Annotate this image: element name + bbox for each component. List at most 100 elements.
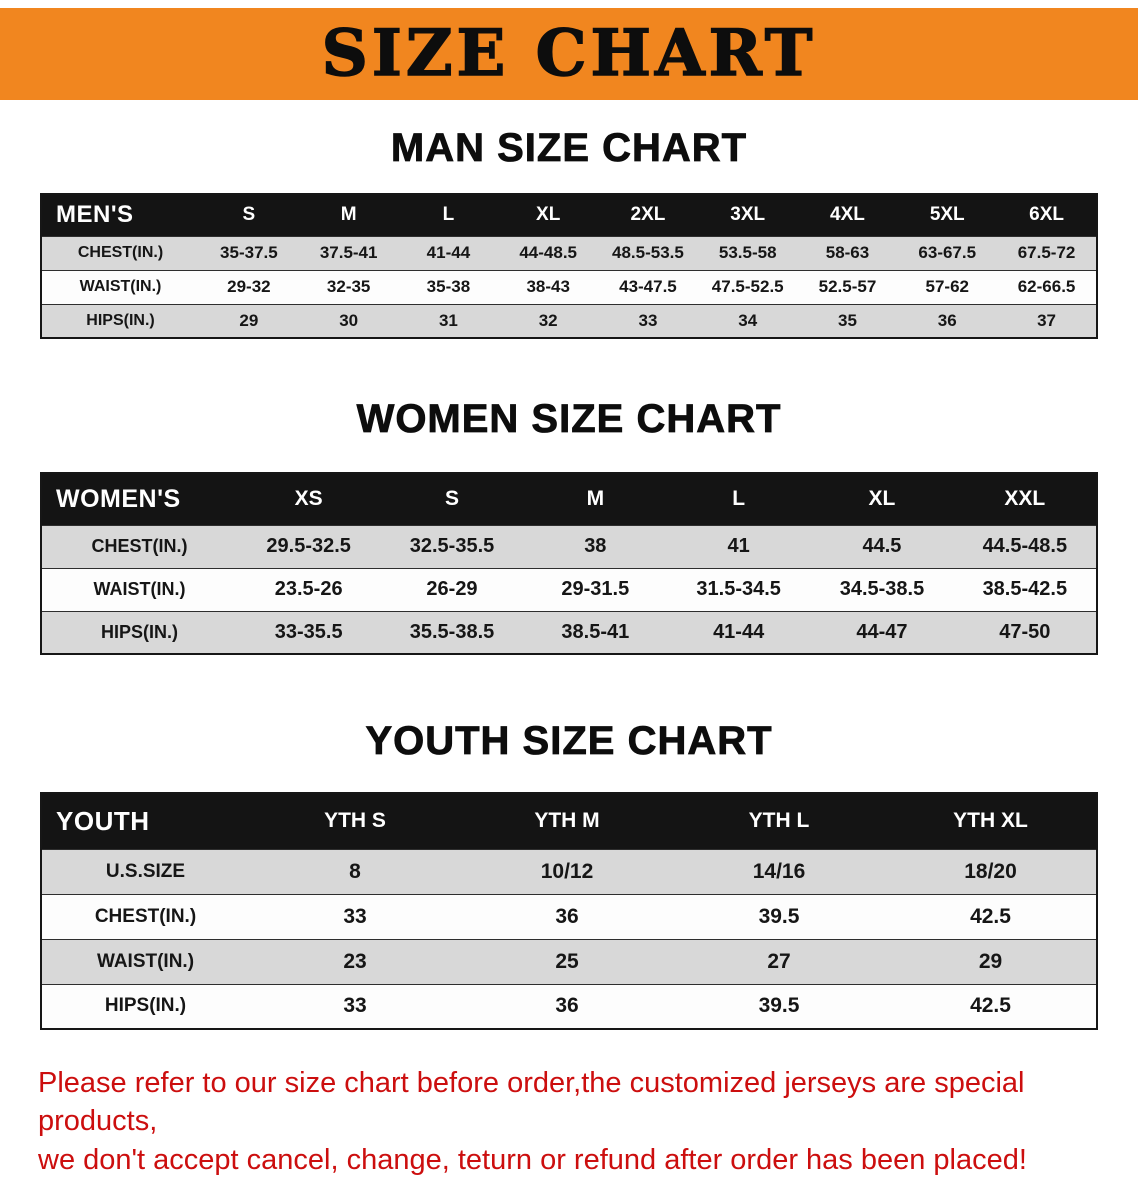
table-group-label: YOUTH — [41, 793, 249, 849]
size-column-header: 3XL — [697, 194, 798, 236]
table-cell: 35.5-38.5 — [409, 620, 495, 643]
table-cell: 52.5-57 — [818, 277, 877, 296]
table-cell: 29 — [978, 949, 1003, 973]
row-label: U.S.SIZE — [105, 860, 186, 882]
size-column-header: YTH S — [249, 793, 461, 849]
table-cell: 23.5-26 — [274, 578, 343, 600]
size-column-header: S — [380, 473, 524, 525]
table-cell: 62-66.5 — [1017, 277, 1076, 296]
table-row: U.S.SIZE 8 10/12 14/16 18/20 — [41, 849, 1097, 894]
size-column-header: 6XL — [997, 194, 1097, 236]
table-cell: 63-67.5 — [918, 243, 977, 262]
table-cell: 44.5 — [862, 535, 902, 557]
table-row: CHEST(IN.) 35-37.5 37.5-41 41-44 44-48.5 48.5… — [41, 236, 1097, 270]
table-cell: 29.5-32.5 — [266, 535, 351, 557]
table-cell: 38 — [584, 535, 607, 557]
row-label: CHEST(IN.) — [77, 244, 164, 261]
row-label: CHEST(IN.) — [91, 536, 188, 556]
table-cell: 18/20 — [964, 859, 1017, 883]
table-cell: 42.5 — [970, 904, 1011, 928]
order-policy-note: Please refer to our size chart before or… — [0, 1064, 1138, 1203]
table-cell: 37 — [1037, 310, 1057, 330]
man-size-chart-heading: MAN SIZE CHART — [390, 126, 748, 171]
table-group-label: WOMEN'S — [41, 473, 237, 525]
table-group-label: MEN'S — [41, 194, 199, 236]
table-cell: 35-38 — [426, 277, 471, 296]
size-column-header: L — [398, 194, 499, 236]
table-cell: 34.5-38.5 — [839, 578, 925, 600]
row-label: HIPS(IN.) — [86, 311, 155, 329]
size-column-header: 5XL — [897, 194, 998, 236]
women-size-chart-heading: WOMEN SIZE CHART — [356, 397, 782, 442]
table-cell: 41-44 — [426, 243, 471, 262]
size-column-header: YTH L — [673, 793, 885, 849]
table-cell: 10/12 — [540, 859, 594, 883]
table-row: CHEST(IN.) 29.5-32.5 32.5-35.5 38 41 44.5 44.5… — [41, 525, 1097, 568]
youth-size-table: YOUTH YTH S YTH M YTH L YTH XL U.S.SIZE 8 10/12… — [40, 792, 1098, 1030]
table-cell: 38.5-41 — [561, 620, 630, 643]
table-cell: 36 — [937, 310, 957, 330]
table-cell: 43-47.5 — [619, 277, 677, 296]
table-cell: 35-37.5 — [220, 243, 278, 262]
size-column-header: 2XL — [598, 194, 698, 236]
size-column-header: L — [666, 473, 811, 525]
table-cell: 33 — [638, 310, 658, 330]
table-cell: 47.5-52.5 — [711, 277, 784, 296]
table-row: HIPS(IN.) 33-35.5 35.5-38.5 38.5-41 41-44 44-… — [41, 611, 1097, 654]
size-column-header: YTH M — [461, 793, 673, 849]
table-cell: 34 — [738, 310, 758, 330]
size-column-header: M — [523, 473, 667, 525]
table-cell: 32 — [538, 310, 558, 330]
size-column-header: 4XL — [797, 194, 898, 236]
table-cell: 58-63 — [825, 243, 870, 262]
table-cell: 53.5-58 — [718, 243, 777, 262]
youth-size-chart-section: YOUTH SIZE CHART YOUTH YTH S YTH M YTH L YTH… — [0, 719, 1138, 1030]
table-cell: 38.5-42.5 — [982, 578, 1068, 600]
table-cell: 48.5-53.5 — [612, 243, 684, 262]
row-label: WAIST(IN.) — [96, 950, 195, 972]
table-cell: 32.5-35.5 — [409, 535, 495, 557]
table-row: HIPS(IN.) 29 30 31 32 33 34 35 36 37 — [41, 304, 1097, 338]
table-cell: 47-50 — [999, 620, 1051, 643]
table-row: WAIST(IN.) 23 25 27 29 — [41, 939, 1097, 984]
table-cell: 35 — [838, 310, 857, 330]
size-chart-banner-title: SIZE CHART — [321, 16, 817, 91]
table-row: WAIST(IN.) 29-32 32-35 35-38 38-43 43-47.5 47.… — [41, 270, 1097, 304]
size-chart-banner: SIZE CHART — [0, 8, 1138, 100]
table-cell: 23 — [343, 949, 367, 973]
table-header-row: YOUTH YTH S YTH M YTH L YTH XL — [41, 793, 1097, 849]
table-cell: 30 — [339, 310, 359, 330]
size-column-header: S — [199, 194, 299, 236]
order-policy-line-1: Please refer to our size chart before or… — [38, 1067, 1025, 1138]
table-header-row: WOMEN'S XS S M L XL XXL — [41, 473, 1097, 525]
order-policy-line-2: we don't accept cancel, change, teturn o… — [38, 1143, 1027, 1176]
table-cell: 41-44 — [713, 620, 765, 643]
table-cell: 29-32 — [227, 277, 271, 296]
size-column-header: M — [298, 194, 399, 236]
youth-size-chart-heading: YOUTH SIZE CHART — [365, 719, 773, 764]
table-cell: 36 — [555, 904, 579, 928]
table-cell: 36 — [555, 994, 579, 1018]
table-cell: 44-47 — [856, 620, 908, 643]
row-label: WAIST(IN.) — [79, 278, 162, 295]
table-cell: 31.5-34.5 — [696, 578, 781, 600]
table-cell: 8 — [349, 859, 361, 883]
table-cell: 29-31.5 — [561, 578, 630, 600]
table-cell: 39.5 — [758, 904, 800, 928]
women-size-chart-section: WOMEN SIZE CHART WOMEN'S XS S M L XL XXL CHEST(… — [0, 397, 1138, 655]
table-cell: 41 — [727, 535, 750, 557]
men-size-table: MEN'S S M L XL 2XL 3XL 4XL 5XL 6XL CHEST(IN.) 35-37… — [40, 193, 1098, 339]
table-cell: 29 — [239, 310, 259, 330]
table-cell: 27 — [767, 949, 791, 973]
size-column-header: XXL — [953, 473, 1097, 525]
man-size-chart-section: MAN SIZE CHART MEN'S S M L XL 2XL 3XL 4XL 5XL 6XL… — [0, 126, 1138, 339]
table-cell: 57-62 — [925, 277, 969, 296]
row-label: CHEST(IN.) — [94, 905, 197, 927]
table-row: WAIST(IN.) 23.5-26 26-29 29-31.5 31.5-34.5 34… — [41, 568, 1097, 611]
table-cell: 32-35 — [326, 277, 371, 296]
table-header-row: MEN'S S M L XL 2XL 3XL 4XL 5XL 6XL — [41, 194, 1097, 236]
table-cell: 39.5 — [758, 994, 800, 1018]
table-cell: 33 — [343, 904, 367, 928]
table-cell: 44.5-48.5 — [982, 535, 1068, 557]
table-cell: 31 — [438, 310, 458, 330]
